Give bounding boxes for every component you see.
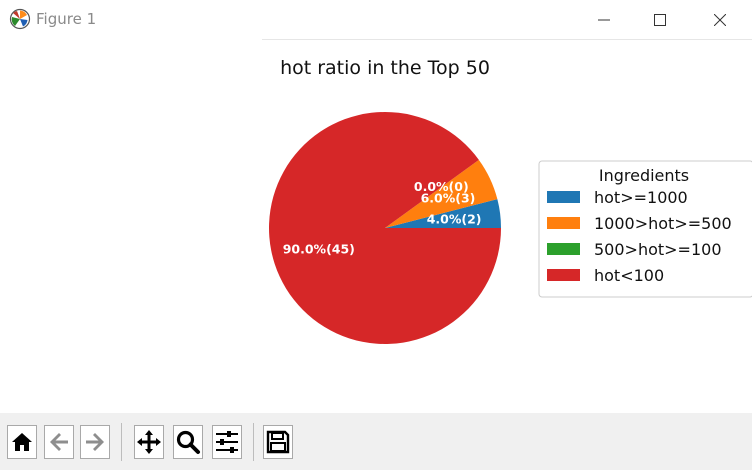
legend-swatch-500-hot-100 (547, 243, 580, 255)
toolbar-separator (253, 423, 254, 461)
legend-title: Ingredients (599, 166, 689, 185)
legend-swatch-hot-100 (547, 269, 580, 281)
save-icon (266, 430, 290, 454)
title-bar: Figure 1 (0, 0, 752, 39)
maximize-button[interactable] (632, 0, 688, 39)
back-icon (50, 433, 68, 451)
legend-items: hot>=1000 1000>hot>=500 500>hot>=100 hot<10… (547, 188, 732, 285)
pie-slice-hot-1000 (385, 199, 501, 228)
chart-title: hot ratio in the Top 50 (280, 57, 490, 79)
pie-slice-hot-100 (269, 111, 501, 344)
legend: Ingredients hot>=1000 1000>hot>=500 500>ho… (538, 160, 752, 298)
maximize-icon (654, 13, 666, 26)
matplotlib-icon (9, 8, 31, 30)
configure-subplots-button[interactable] (212, 425, 242, 459)
back-button[interactable] (44, 425, 74, 459)
window-title: Figure 1 (36, 10, 97, 28)
legend-label-1000-hot-500: 1000>hot>=500 (594, 214, 732, 233)
pie-label-hot-1000: 4.0%(2) (427, 211, 482, 226)
pie-label-500-hot-100: 0.0%(0) (414, 179, 469, 194)
pie-label-hot-100: 90.0%(45) (283, 242, 355, 257)
pie-slice-1000-hot-500 (385, 159, 498, 228)
zoom-button[interactable] (173, 425, 203, 459)
pan-icon (137, 430, 161, 454)
home-button[interactable] (7, 425, 37, 459)
close-button[interactable] (692, 0, 748, 39)
navigation-toolbar (0, 413, 752, 470)
legend-label-hot-100: hot<100 (594, 266, 664, 285)
pie-data-labels: 4.0%(2) 6.0%(3)0.0%(0) 90.0%(45) (283, 179, 482, 256)
pie-slices (269, 111, 501, 344)
legend-label-500-hot-100: 500>hot>=100 (594, 240, 722, 259)
legend-label-hot-1000: hot>=1000 (594, 188, 688, 207)
pie-label-1000-hot-500: 6.0%(3) (421, 190, 476, 205)
home-icon (12, 433, 32, 451)
close-icon (714, 13, 726, 26)
forward-button[interactable] (80, 425, 110, 459)
forward-icon (86, 433, 104, 451)
legend-swatch-hot-1000 (547, 191, 580, 203)
minimize-icon (598, 19, 610, 20)
minimize-button[interactable] (576, 0, 632, 39)
pie-chart: hot ratio in the Top 50 4.0%(2) 6.0%(3)0.… (269, 57, 752, 344)
figure-border (262, 39, 752, 40)
toolbar-separator (121, 423, 122, 461)
configure-subplots-icon (216, 431, 238, 453)
legend-frame (538, 160, 752, 298)
save-button[interactable] (263, 425, 293, 459)
zoom-icon (176, 430, 200, 454)
legend-swatch-1000-hot-500 (547, 217, 580, 229)
pan-button[interactable] (134, 425, 164, 459)
